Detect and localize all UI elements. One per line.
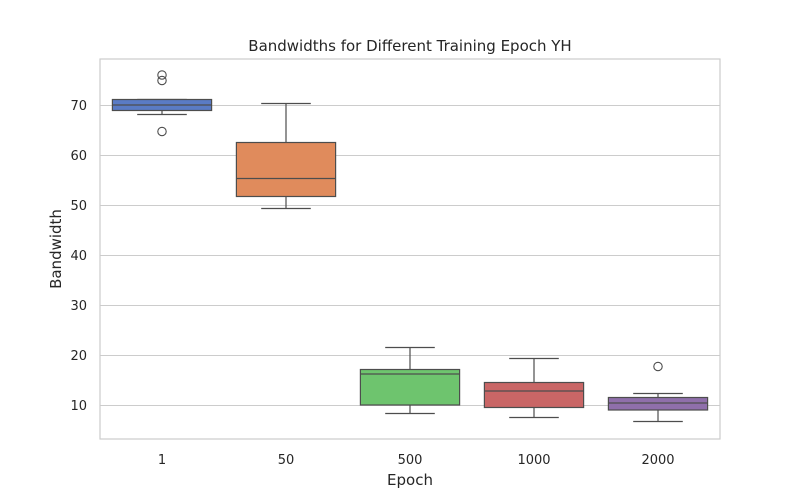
box-iqr — [359, 368, 461, 406]
outlier-point — [653, 361, 663, 372]
y-tick-label: 20 — [70, 349, 87, 364]
box-iqr — [483, 381, 585, 409]
plot-frame — [99, 58, 721, 440]
boxes — [111, 70, 709, 423]
box-1000 — [483, 357, 585, 419]
y-tick-labels: 10 20 30 40 50 60 70 — [70, 99, 87, 414]
y-tick-label: 40 — [70, 249, 87, 264]
x-tick-labels: 1 50 500 1000 2000 — [158, 453, 675, 468]
box-1 — [111, 70, 213, 137]
outlier-point — [157, 70, 167, 80]
x-tick-label: 1 — [158, 453, 166, 468]
y-tick-label: 10 — [70, 399, 87, 414]
box-50 — [235, 102, 337, 210]
outlier-point — [157, 75, 167, 86]
box-iqr — [607, 396, 709, 411]
y-tick-label: 60 — [70, 149, 87, 164]
y-tick-label: 70 — [70, 99, 87, 114]
box-500 — [359, 346, 461, 415]
x-tick-label: 2000 — [641, 453, 674, 468]
y-tick-label: 30 — [70, 299, 87, 314]
box-iqr — [235, 141, 337, 198]
box-2000 — [607, 361, 709, 423]
y-tick-label: 50 — [70, 199, 87, 214]
x-tick-label: 1000 — [517, 453, 550, 468]
x-tick-label: 50 — [278, 453, 295, 468]
outlier-point — [157, 126, 167, 137]
x-axis-label: Epoch — [387, 471, 433, 489]
y-axis-label: Bandwidth — [47, 209, 65, 289]
chart-title: Bandwidths for Different Training Epoch … — [248, 37, 571, 55]
x-tick-label: 500 — [398, 453, 423, 468]
